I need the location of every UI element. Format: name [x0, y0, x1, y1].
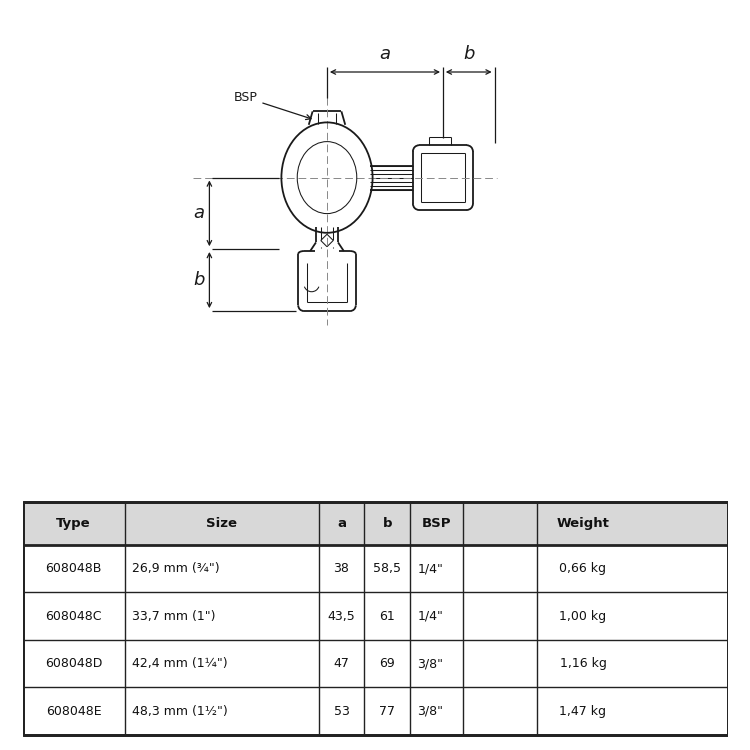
Text: a: a: [380, 45, 391, 63]
Text: 43,5: 43,5: [328, 610, 356, 622]
Text: 38: 38: [334, 562, 350, 575]
Text: b: b: [463, 45, 475, 63]
Text: b: b: [194, 271, 205, 289]
Text: Size: Size: [206, 517, 237, 530]
Text: 1,00 kg: 1,00 kg: [560, 610, 607, 622]
Text: 77: 77: [380, 705, 395, 718]
Text: 58,5: 58,5: [374, 562, 401, 575]
Text: BSP: BSP: [233, 91, 311, 119]
Text: 42,4 mm (1¼"): 42,4 mm (1¼"): [132, 657, 227, 670]
Text: 47: 47: [334, 657, 350, 670]
Text: BSP: BSP: [422, 517, 451, 530]
Text: 608048E: 608048E: [46, 705, 101, 718]
Text: 61: 61: [380, 610, 395, 622]
Text: a: a: [337, 517, 346, 530]
Text: b: b: [382, 517, 392, 530]
Text: 3/8": 3/8": [417, 657, 443, 670]
Text: 48,3 mm (1½"): 48,3 mm (1½"): [132, 705, 227, 718]
Text: 608048C: 608048C: [45, 610, 102, 622]
Text: 1/4": 1/4": [417, 610, 443, 622]
Text: 0,66 kg: 0,66 kg: [560, 562, 607, 575]
Text: 69: 69: [380, 657, 395, 670]
Text: 3/8": 3/8": [417, 705, 443, 718]
Text: Type: Type: [56, 517, 91, 530]
Text: 608048D: 608048D: [45, 657, 102, 670]
Text: 53: 53: [334, 705, 350, 718]
Text: 1/4": 1/4": [417, 562, 443, 575]
Text: 608048B: 608048B: [46, 562, 102, 575]
Bar: [22, 503, 728, 544]
Text: 1,47 kg: 1,47 kg: [560, 705, 607, 718]
Text: a: a: [194, 204, 204, 222]
Text: 1,16 kg: 1,16 kg: [560, 657, 607, 670]
Text: 33,7 mm (1"): 33,7 mm (1"): [132, 610, 215, 622]
Text: Weight: Weight: [556, 517, 610, 530]
Text: 26,9 mm (¾"): 26,9 mm (¾"): [132, 562, 220, 575]
